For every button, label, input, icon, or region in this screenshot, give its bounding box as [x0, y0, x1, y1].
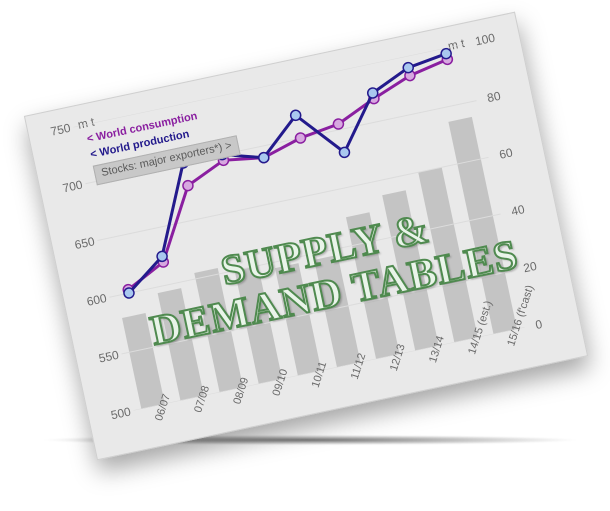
y-right-tick: 60: [498, 141, 534, 162]
stage: m t m t 500550600650700750 020406080100 …: [0, 0, 610, 511]
y-left-tick: 550: [84, 348, 120, 369]
y-left-tick: 500: [96, 404, 132, 425]
y-right-tick: 20: [522, 255, 558, 276]
y-left-tick: 750: [36, 121, 72, 142]
y-left-tick: 650: [60, 234, 96, 255]
y-right-tick: 100: [474, 28, 510, 49]
series-line: [95, 59, 480, 289]
y-left-tick: 600: [72, 291, 108, 312]
series-marker: [295, 132, 307, 144]
y-right-tick: 40: [510, 198, 546, 219]
y-left-tick: 700: [48, 178, 84, 199]
plot-area: [73, 44, 525, 411]
chart-card: m t m t 500550600650700750 020406080100 …: [24, 12, 588, 461]
lines-group: [73, 44, 525, 411]
y-right-tick: 0: [534, 311, 570, 332]
y-right-tick: 80: [486, 84, 522, 105]
